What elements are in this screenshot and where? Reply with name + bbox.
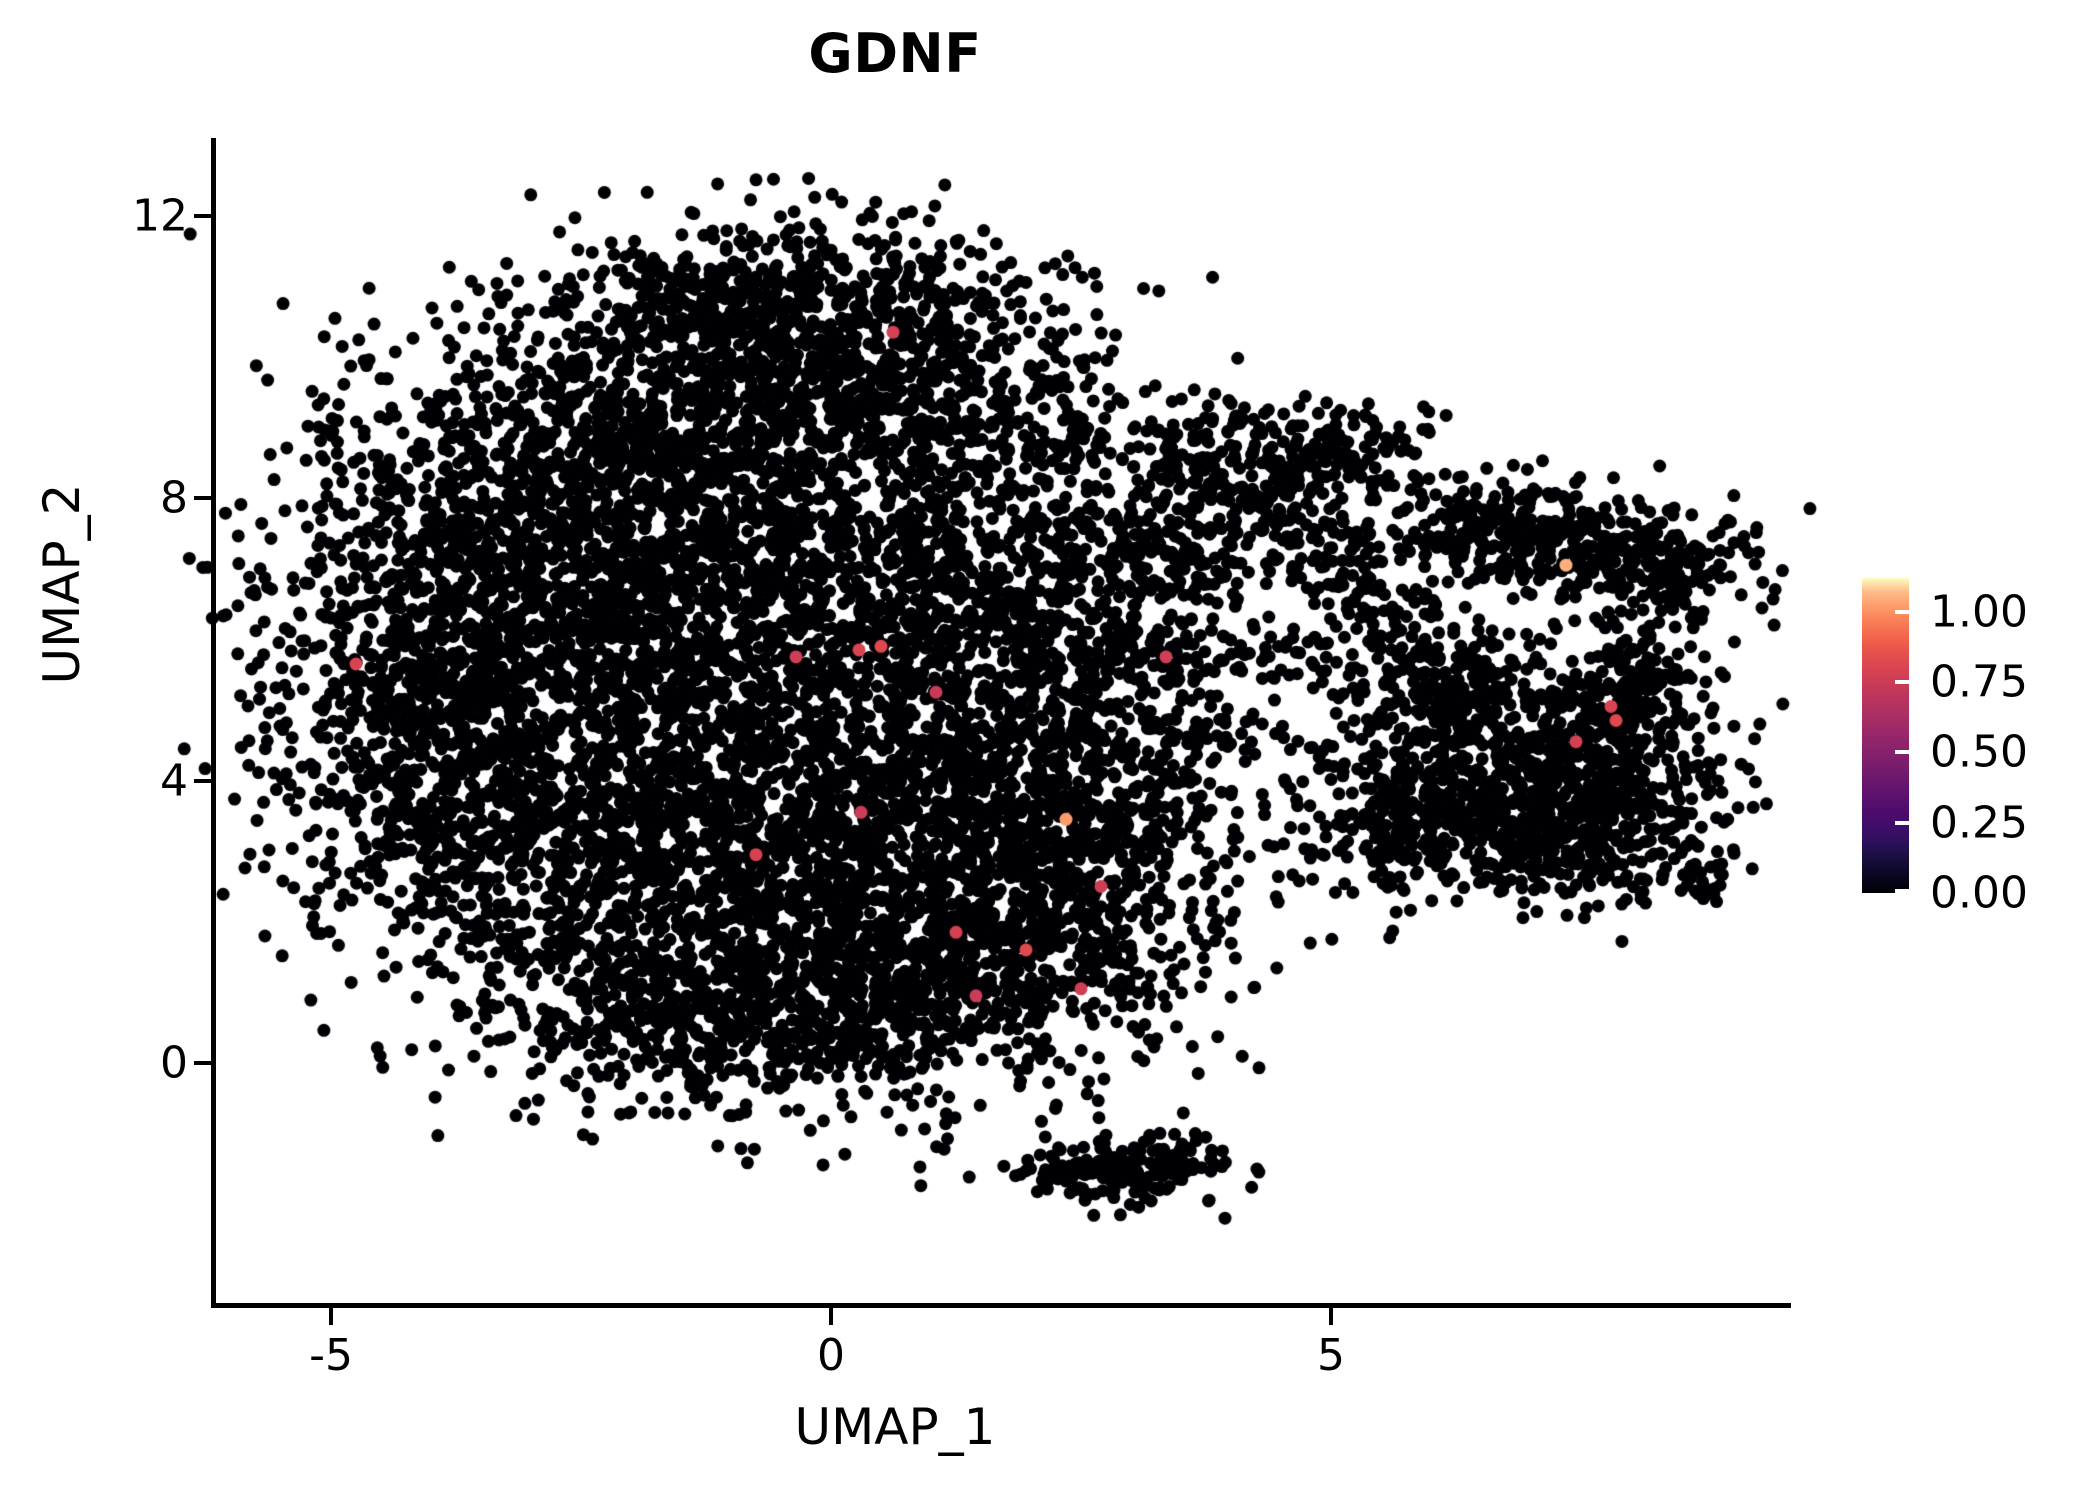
y-tick-label: 0 (160, 1037, 188, 1089)
x-tick-label: -5 (309, 1330, 353, 1381)
x-tick-mark (1329, 1308, 1333, 1325)
colorbar-tick-label: 0.75 (1930, 656, 2028, 708)
x-axis-label: UMAP_1 (794, 1398, 996, 1456)
x-tick-mark (329, 1308, 333, 1325)
y-tick-mark (194, 496, 211, 501)
y-tick-label: 4 (160, 755, 188, 806)
y-tick-mark (194, 1060, 211, 1065)
y-tick-mark (194, 213, 211, 218)
colorbar-tick-mark (1895, 680, 1909, 685)
x-tick-mark (829, 1308, 833, 1325)
x-tick-label: 0 (817, 1330, 845, 1381)
colorbar-tick-label: 0.00 (1930, 867, 2028, 919)
colorbar-tick-mark (1895, 750, 1909, 755)
colorbar-tick-mark (1895, 820, 1909, 825)
y-axis-spine (211, 138, 216, 1308)
y-tick-mark (194, 778, 211, 783)
colorbar-tick-label: 1.00 (1930, 586, 2028, 638)
y-tick-label: 8 (160, 472, 188, 524)
x-tick-label: 5 (1317, 1330, 1345, 1381)
colorbar-tick-mark (1895, 889, 1909, 893)
y-axis-label: UMAP_2 (33, 483, 91, 685)
colorbar-tick-label: 0.50 (1930, 726, 2028, 778)
colorbar-tick-label: 0.25 (1930, 797, 2028, 849)
colorbar-gradient (1862, 578, 1909, 893)
y-tick-label: 12 (132, 190, 188, 242)
colorbar-tick-mark (1895, 609, 1909, 614)
x-axis-spine (211, 1303, 1791, 1308)
